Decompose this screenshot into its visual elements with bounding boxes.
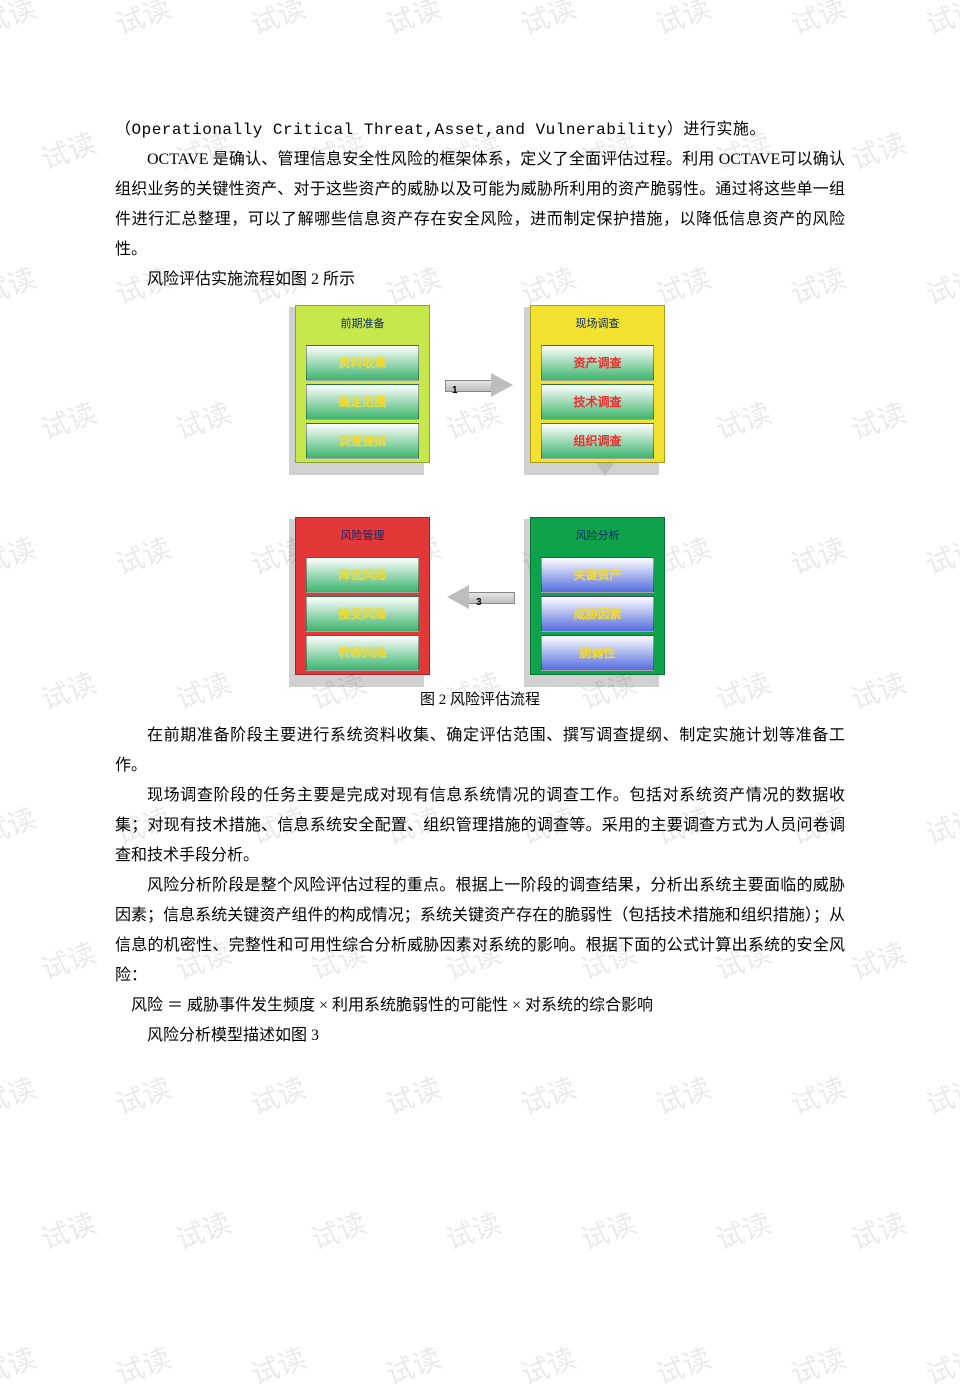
watermark-text: 试读 — [0, 1337, 41, 1393]
box-item: 调查提纲 — [306, 423, 419, 459]
watermark-text: 试读 — [920, 1067, 960, 1124]
box-item: 资料收集 — [306, 345, 419, 381]
para-fig3-intro: 风险分析模型描述如图 3 — [115, 1021, 845, 1051]
box-item: 资产调查 — [541, 345, 654, 381]
watermark-text: 试读 — [785, 1067, 851, 1124]
watermark-text: 试读 — [515, 1067, 581, 1124]
risk-formula: 风险 ＝ 威胁事件发生频度 × 利用系统脆弱性的可能性 × 对系统的综合影响 — [115, 991, 845, 1021]
box-item: 组织调查 — [541, 423, 654, 459]
box-item: 关键资产 — [541, 557, 654, 593]
para-investigation: 现场调查阶段的任务主要是完成对现有信息系统情况的调查工作。包括对系统资产情况的数… — [115, 781, 845, 871]
arrow-3: 3 — [434, 574, 526, 620]
line-operationally: （Operationally Critical Threat,Asset,and… — [115, 115, 845, 145]
para-analysis: 风险分析阶段是整个风险评估过程的重点。根据上一阶段的调查结果，分析出系统主要面临… — [115, 871, 845, 991]
watermark-text: 试读 — [110, 1337, 176, 1393]
box-preparation: 前期准备资料收集确定范围调查提纲 — [295, 301, 430, 469]
box-item: 转移风险 — [306, 635, 419, 671]
watermark-text: 试读 — [110, 1067, 176, 1124]
watermark-text: 试读 — [845, 1202, 911, 1259]
watermark-text: 试读 — [650, 1067, 716, 1124]
figure-2-diagram: 前期准备资料收集确定范围调查提纲 1 现场调查资产调查技术调查组织调查 2 风险… — [295, 301, 665, 681]
box-title: 前期准备 — [296, 306, 429, 342]
watermark-text: 试读 — [380, 1337, 446, 1393]
watermark-text: 试读 — [785, 1337, 851, 1393]
watermark-text: 试读 — [575, 1202, 641, 1259]
figure-2-caption: 图 2 风险评估流程 — [115, 685, 845, 715]
box-analysis: 风险分析关键资产威胁因素脆弱性 — [530, 513, 665, 681]
watermark-text: 试读 — [245, 1337, 311, 1393]
watermark-text: 试读 — [650, 1337, 716, 1393]
watermark-text: 试读 — [245, 1067, 311, 1124]
box-management: 风险管理降低风险接受风险转移风险 — [295, 513, 430, 681]
box-title: 风险管理 — [296, 518, 429, 554]
watermark-text: 试读 — [0, 1067, 41, 1124]
para-preparation: 在前期准备阶段主要进行系统资料收集、确定评估范围、撰写调查提纲、制定实施计划等准… — [115, 721, 845, 781]
watermark-text: 试读 — [305, 1202, 371, 1259]
arrow-1: 1 — [434, 362, 526, 408]
box-title: 现场调查 — [531, 306, 664, 342]
box-item: 技术调查 — [541, 384, 654, 420]
box-item: 脆弱性 — [541, 635, 654, 671]
box-investigation: 现场调查资产调查技术调查组织调查 — [530, 301, 665, 469]
watermark-text: 试读 — [515, 1337, 581, 1393]
page-content: （Operationally Critical Threat,Asset,and… — [0, 0, 960, 1051]
watermark-text: 试读 — [710, 1202, 776, 1259]
watermark-text: 试读 — [380, 1067, 446, 1124]
watermark-text: 试读 — [440, 1202, 506, 1259]
para-fig2-intro: 风险评估实施流程如图 2 所示 — [115, 265, 845, 295]
box-item: 威胁因素 — [541, 596, 654, 632]
para-octave: OCTAVE 是确认、管理信息安全性风险的框架体系，定义了全面评估过程。利用 O… — [115, 145, 845, 265]
box-item: 降低风险 — [306, 557, 419, 593]
box-item: 接受风险 — [306, 596, 419, 632]
watermark-text: 试读 — [35, 1202, 101, 1259]
watermark-text: 试读 — [920, 1337, 960, 1393]
watermark-text: 试读 — [170, 1202, 236, 1259]
box-title: 风险分析 — [531, 518, 664, 554]
box-item: 确定范围 — [306, 384, 419, 420]
